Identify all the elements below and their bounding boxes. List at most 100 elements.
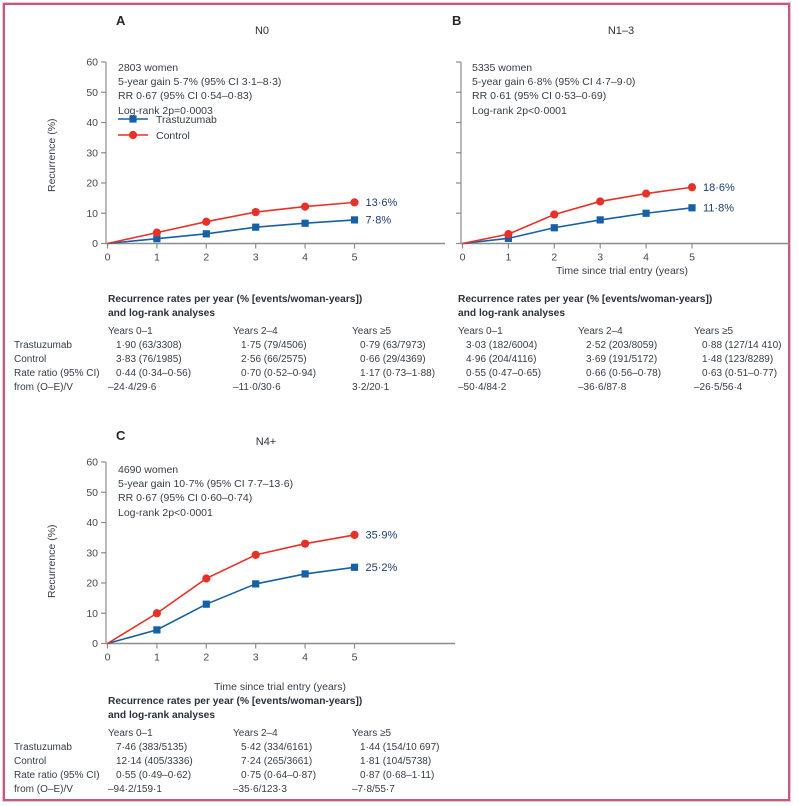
control-marker xyxy=(152,228,161,237)
trastuzumab-marker xyxy=(642,209,650,217)
table-cell: 0·44 (0·34–0·56) xyxy=(116,368,192,379)
x-tick-label: 0 xyxy=(105,652,111,664)
annotation-line: 5335 women xyxy=(472,62,533,74)
row-label: Rate ratio (95% CI) xyxy=(14,770,100,781)
table-cell: 1·75 (79/4506) xyxy=(241,340,307,351)
table-cell: 4·96 (204/4116) xyxy=(466,354,537,365)
table-c: Recurrence rates per year (% [events/wom… xyxy=(108,695,472,797)
table-cell: –36·6/87·8 xyxy=(578,382,627,393)
trastuzumab-line xyxy=(107,566,355,645)
chart-b-holder: 0 1 2 3 4 5 11·8% 18·6% xyxy=(440,46,796,286)
trastuzumab-end-label: 11·8% xyxy=(703,203,734,215)
y-tick-label: 0 xyxy=(92,238,98,250)
table-column-header: Years 0–1 xyxy=(108,326,153,337)
table-cell: 1·48 (123/8289) xyxy=(702,354,774,365)
chart-a: 0 10 20 30 40 50 60 0 1 2 3 4 5 7·8% 13·6% xyxy=(86,57,445,264)
table-cell: 3·83 (76/1985) xyxy=(116,354,182,365)
table-cell: 3·03 (182/6004) xyxy=(466,340,538,351)
y-axis-label-a: Recurrence (%) xyxy=(46,118,58,192)
trastuzumab-marker xyxy=(202,230,210,238)
x-tick-label: 0 xyxy=(105,252,111,264)
table-cell: 3·69 (191/5172) xyxy=(586,354,658,365)
trastuzumab-end-label: 7·8% xyxy=(366,215,392,227)
trastuzumab-marker xyxy=(153,626,161,634)
table-cell: 0·55 (0·47–0·65) xyxy=(466,368,542,379)
control-marker xyxy=(687,183,697,192)
x-tick-label: 3 xyxy=(253,652,259,664)
y-tick-label: 10 xyxy=(86,208,98,220)
trastuzumab-marker xyxy=(350,216,359,224)
table-column-header: Years ≥5 xyxy=(352,326,392,337)
control-line xyxy=(462,186,693,245)
trastuzumab-marker xyxy=(688,204,696,212)
table-cell: –7·8/55·7 xyxy=(352,784,395,795)
table-cell: 0·75 (0·64–0·87) xyxy=(241,770,317,781)
control-marker xyxy=(301,202,310,211)
annotation-line: Log-rank 2p<0·0001 xyxy=(118,506,213,519)
y-tick-label: 40 xyxy=(86,117,98,129)
x-tick-label: 5 xyxy=(689,252,695,264)
trastuzumab-marker xyxy=(596,216,604,224)
trastuzumab-marker xyxy=(252,223,260,231)
control-marker xyxy=(642,189,651,198)
row-label: Rate ratio (95% CI) xyxy=(14,368,100,379)
x-tick-label: 2 xyxy=(203,252,209,264)
control-marker xyxy=(202,217,211,226)
table-header: Recurrence rates per year (% [events/wom… xyxy=(458,294,713,319)
panel-letter-c: C xyxy=(116,428,126,443)
x-tick-label: 4 xyxy=(302,252,308,264)
x-tick-label: 4 xyxy=(643,252,649,264)
control-marker xyxy=(504,230,513,239)
x-tick-label: 0 xyxy=(460,252,466,264)
table-cell: 2·56 (66/2575) xyxy=(241,354,307,365)
trastuzumab-marker xyxy=(301,570,309,578)
table-cell: 7·46 (383/5135) xyxy=(116,742,188,753)
y-tick-label: 0 xyxy=(92,638,98,650)
legend-label: Trastuzumab xyxy=(156,114,217,126)
chart-c-holder: 0 10 20 30 40 50 60 0 1 2 3 4 5 25·2% 35·9% xyxy=(40,452,460,696)
table-a: Recurrence rates per year (% [events/wom… xyxy=(108,293,472,395)
y-axis-label-c: Recurrence (%) xyxy=(46,524,58,598)
annotation-b: 5335 women 5-year gain 6·8% (95% CI 4·7–… xyxy=(472,61,635,118)
control-end-label: 13·6% xyxy=(366,197,398,209)
table-cell: 0·87 (0·68–1·11) xyxy=(360,770,435,781)
annotation-line: 4690 women xyxy=(118,464,179,476)
table-column-header: Years 2–4 xyxy=(233,326,278,337)
trastuzumab-line xyxy=(107,219,355,245)
y-tick-label: 10 xyxy=(86,608,98,620)
table-cell: 0·66 (0·56–0·78) xyxy=(586,368,662,379)
row-label: Trastuzumab xyxy=(14,742,72,753)
trastuzumab-line xyxy=(462,207,693,245)
control-line xyxy=(107,534,355,645)
control-marker xyxy=(251,550,260,559)
table-row-labels-c: Trastuzumab Control Rate ratio (95% CI) … xyxy=(14,741,100,797)
row-label: from (O–E)/V xyxy=(14,784,73,795)
table-cell: –50·4/84·2 xyxy=(458,382,507,393)
x-tick-label: 3 xyxy=(253,252,259,264)
table-header: Recurrence rates per year (% [events/wom… xyxy=(108,294,363,319)
table-cell: 0·88 (127/14 410) xyxy=(702,340,782,351)
trastuzumab-marker xyxy=(202,600,210,608)
control-marker xyxy=(350,530,359,540)
y-tick-label: 50 xyxy=(86,487,98,499)
x-tick-label: 1 xyxy=(154,252,160,264)
annotation-line: Log-rank 2p=0·0003 xyxy=(118,104,213,117)
panel-title-n1-3: N1–3 xyxy=(607,25,635,37)
legend-item-control: Control xyxy=(116,128,217,144)
table-row-labels-ab: Trastuzumab Control Rate ratio (95% CI) … xyxy=(14,339,100,395)
trastuzumab-marker xyxy=(252,580,260,588)
annotation-line: 2803 women xyxy=(118,62,179,74)
y-tick-label: 60 xyxy=(86,457,98,469)
y-tick-label: 60 xyxy=(86,57,98,69)
trastuzumab-end-label: 25·2% xyxy=(366,562,398,574)
row-label: Control xyxy=(14,354,47,365)
table-cell: 7·24 (265/3661) xyxy=(241,756,313,767)
x-tick-label: 5 xyxy=(352,652,358,664)
table-cell: 1·17 (0·73–1·88) xyxy=(360,368,436,379)
table-cell: 0·79 (63/7973) xyxy=(360,340,426,351)
table-cell: 1·90 (63/3308) xyxy=(116,340,182,351)
panel-letter-a: A xyxy=(116,13,126,28)
table-cell: 0·66 (29/4369) xyxy=(360,354,426,365)
x-tick-label: 2 xyxy=(551,252,557,264)
control-marker xyxy=(301,539,310,548)
